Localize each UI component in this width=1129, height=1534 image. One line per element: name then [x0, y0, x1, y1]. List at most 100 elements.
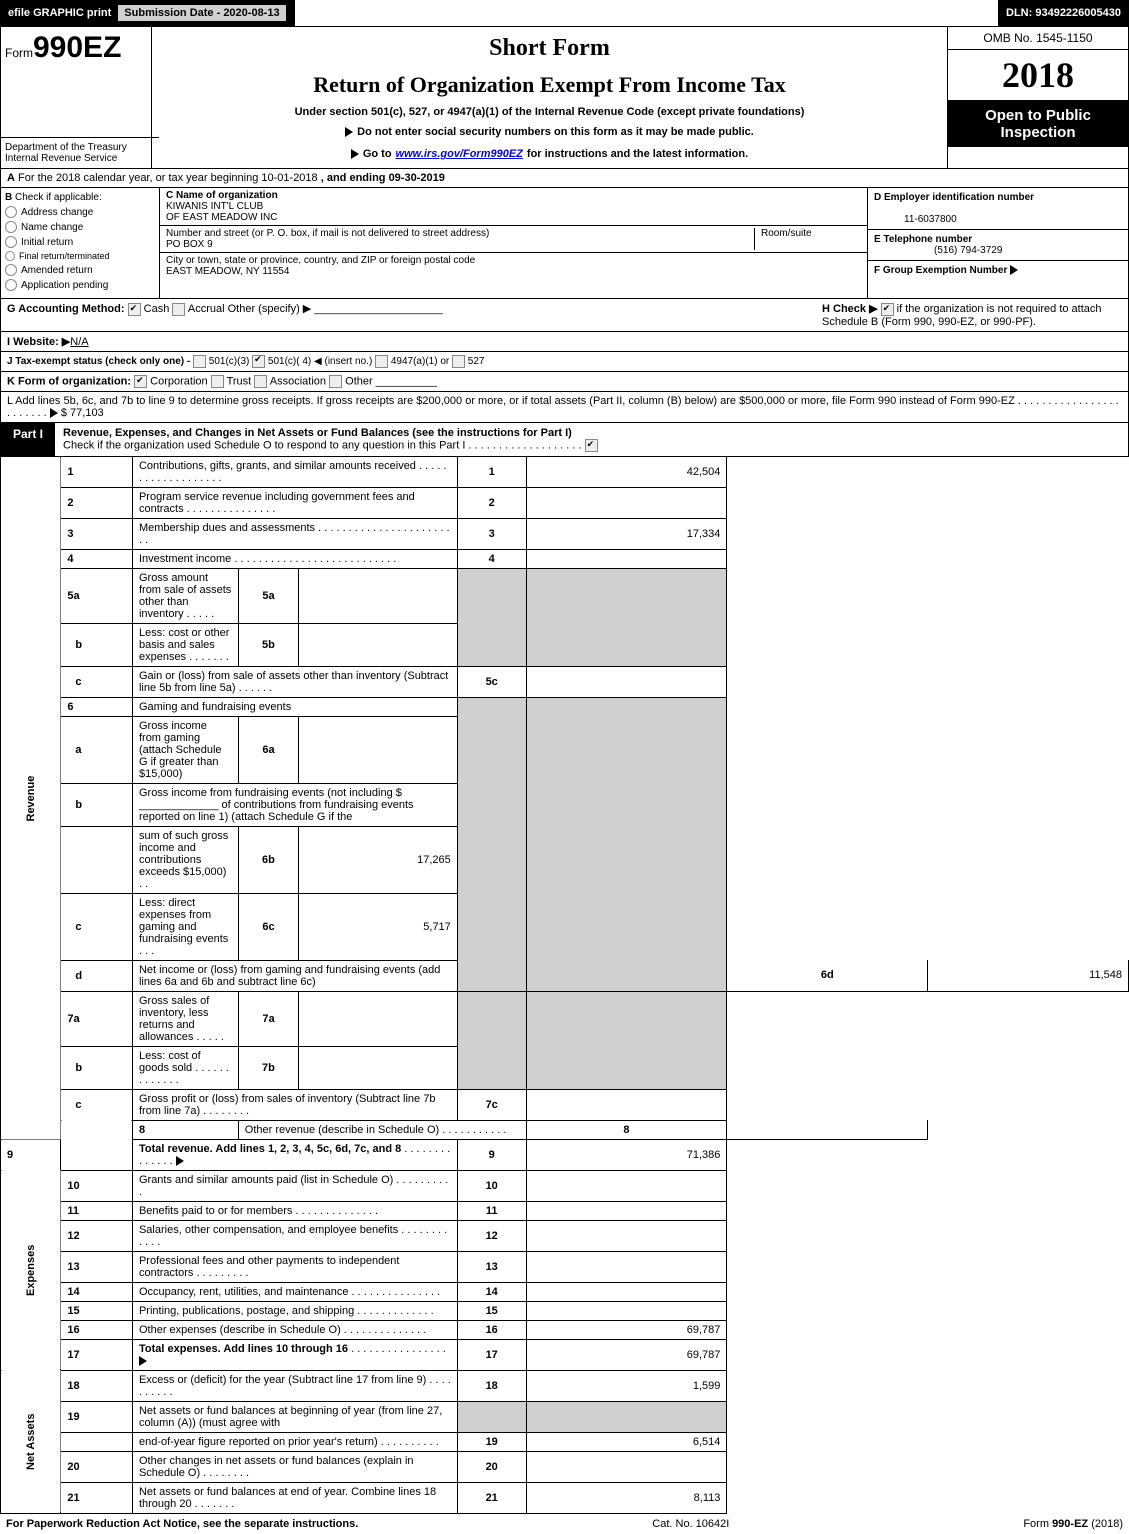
row-12: 12 Salaries, other compensation, and emp…: [1, 1220, 1129, 1251]
top-bar-left: efile GRAPHIC print Submission Date - 20…: [0, 0, 295, 26]
dept-treasury: Department of the Treasury: [5, 142, 155, 153]
footer-mid: Cat. No. 10642I: [652, 1518, 729, 1530]
check-527[interactable]: [452, 355, 465, 368]
triangle-icon: [1010, 265, 1018, 275]
open-public-box: Open to Public Inspection: [948, 101, 1128, 147]
row-17: 17 Total expenses. Add lines 10 through …: [1, 1339, 1129, 1370]
row-4: 4 Investment income . . . . . . . . . . …: [1, 549, 1129, 568]
check-app-pending[interactable]: Application pending: [5, 279, 155, 291]
short-form-title: Short Form: [489, 35, 610, 62]
triangle-icon: [351, 149, 359, 159]
row-15: 15 Printing, publications, postage, and …: [1, 1301, 1129, 1320]
row-9: 9 Total revenue. Add lines 1, 2, 3, 4, 5…: [1, 1139, 1129, 1170]
triangle-icon: [139, 1356, 147, 1366]
check-trust[interactable]: [211, 375, 224, 388]
part-1-label: Part I: [1, 423, 55, 456]
triangle-icon: [345, 127, 353, 137]
row-6: 6 Gaming and fundraising events: [1, 697, 1129, 716]
form-header: Form990EZ Department of the Treasury Int…: [0, 26, 1129, 169]
h-check: H Check ▶ if the organization is not req…: [822, 302, 1122, 328]
check-other[interactable]: [329, 375, 342, 388]
check-accrual[interactable]: [172, 303, 185, 316]
irs-link[interactable]: www.irs.gov/Form990EZ: [396, 148, 523, 160]
side-revenue: Revenue: [1, 457, 61, 1140]
check-initial-return[interactable]: Initial return: [5, 236, 155, 248]
row-19b: end-of-year figure reported on prior yea…: [1, 1432, 1129, 1451]
line-g-h: G Accounting Method: Cash Accrual Other …: [0, 299, 1129, 332]
side-netassets: Net Assets: [1, 1370, 61, 1513]
section-b-f: B Check if applicable: Address change Na…: [0, 188, 1129, 299]
check-sched-o[interactable]: [585, 439, 598, 452]
check-501c4[interactable]: [252, 355, 265, 368]
org-info-col: C Name of organization KIWANIS INT'L CLU…: [160, 188, 867, 298]
top-bar: efile GRAPHIC print Submission Date - 20…: [0, 0, 1129, 26]
omb-number: OMB No. 1545-1150: [948, 27, 1128, 50]
row-21: 21 Net assets or fund balances at end of…: [1, 1482, 1129, 1513]
row-7a: 7a Gross sales of inventory, less return…: [1, 991, 1129, 1046]
row-18: Net Assets 18 Excess or (deficit) for th…: [1, 1370, 1129, 1401]
tax-year: 2018: [948, 50, 1128, 101]
row-11: 11 Benefits paid to or for members . . .…: [1, 1201, 1129, 1220]
row-14: 14 Occupancy, rent, utilities, and maint…: [1, 1282, 1129, 1301]
check-cash[interactable]: [128, 303, 141, 316]
check-501c3[interactable]: [193, 355, 206, 368]
goto-line: Go to www.irs.gov/Form990EZ for instruct…: [351, 148, 748, 160]
part-1-title: Revenue, Expenses, and Changes in Net As…: [55, 423, 606, 456]
row-20: 20 Other changes in net assets or fund b…: [1, 1451, 1129, 1482]
footer-left: For Paperwork Reduction Act Notice, see …: [6, 1518, 358, 1530]
check-name-change[interactable]: Name change: [5, 221, 155, 233]
group-exemption-box: F Group Exemption Number: [868, 261, 1128, 280]
triangle-icon: [50, 408, 58, 418]
check-final-return[interactable]: Final return/terminated: [5, 251, 155, 261]
row-2: 2 Program service revenue including gove…: [1, 487, 1129, 518]
check-4947[interactable]: [375, 355, 388, 368]
dept-irs: Internal Revenue Service: [5, 153, 155, 164]
row-10: Expenses 10 Grants and similar amounts p…: [1, 1170, 1129, 1201]
ein-box: D Employer identification number 11-6037…: [868, 188, 1128, 230]
check-assoc[interactable]: [254, 375, 267, 388]
row-8: 8 Other revenue (describe in Schedule O)…: [1, 1120, 1129, 1139]
row-16: 16 Other expenses (describe in Schedule …: [1, 1320, 1129, 1339]
line-j: J Tax-exempt status (check only one) - 5…: [0, 352, 1129, 372]
line-l: L Add lines 5b, 6c, and 7b to line 9 to …: [0, 392, 1129, 423]
right-header-box: OMB No. 1545-1150 2018 Open to Public In…: [947, 27, 1128, 168]
row-1: Revenue 1 Contributions, gifts, grants, …: [1, 457, 1129, 488]
accounting-method: G Accounting Method: Cash Accrual Other …: [7, 302, 443, 328]
city-box: City or town, state or province, country…: [160, 253, 867, 279]
right-info-col: D Employer identification number 11-6037…: [867, 188, 1128, 298]
row-13: 13 Professional fees and other payments …: [1, 1251, 1129, 1282]
dln-box: DLN: 93492226005430: [998, 0, 1129, 26]
dept-box: Department of the Treasury Internal Reve…: [1, 137, 159, 168]
check-amended-return[interactable]: Amended return: [5, 264, 155, 276]
subtitle: Under section 501(c), 527, or 4947(a)(1)…: [295, 106, 805, 118]
check-h[interactable]: [881, 303, 894, 316]
ssn-warning: Do not enter social security numbers on …: [345, 126, 754, 138]
page-footer: For Paperwork Reduction Act Notice, see …: [0, 1514, 1129, 1534]
check-corp[interactable]: [134, 375, 147, 388]
triangle-icon: [176, 1156, 184, 1166]
efile-label: efile GRAPHIC print: [8, 7, 111, 19]
room-suite: Room/suite: [754, 228, 861, 250]
line-i: I Website: ▶N/A: [0, 332, 1129, 352]
line-k: K Form of organization: Corporation Trus…: [0, 372, 1129, 392]
footer-right: Form 990-EZ (2018): [1023, 1518, 1123, 1530]
title-center: Short Form Return of Organization Exempt…: [152, 27, 947, 168]
form-prefix: Form: [5, 46, 33, 60]
row-7c: c Gross profit or (loss) from sales of i…: [1, 1089, 1129, 1120]
check-applicable-col: B Check if applicable: Address change Na…: [1, 188, 160, 298]
row-19: 19 Net assets or fund balances at beginn…: [1, 1401, 1129, 1432]
main-title: Return of Organization Exempt From Incom…: [313, 72, 786, 98]
form-number-box: Form990EZ: [1, 27, 159, 137]
submission-date-box: Submission Date - 2020-08-13: [117, 4, 286, 22]
part-1-header: Part I Revenue, Expenses, and Changes in…: [0, 423, 1129, 457]
row-5c: c Gain or (loss) from sale of assets oth…: [1, 666, 1129, 697]
line-a-header: A For the 2018 calendar year, or tax yea…: [0, 169, 1129, 188]
phone-box: E Telephone number (516) 794-3729: [868, 230, 1128, 261]
row-5a: 5a Gross amount from sale of assets othe…: [1, 568, 1129, 623]
check-address-change[interactable]: Address change: [5, 206, 155, 218]
org-name-box: C Name of organization KIWANIS INT'L CLU…: [160, 188, 867, 226]
side-expenses: Expenses: [1, 1170, 61, 1370]
form-number: 990EZ: [33, 31, 121, 64]
row-3: 3 Membership dues and assessments . . . …: [1, 518, 1129, 549]
street-box: Number and street (or P. O. box, if mail…: [160, 226, 867, 253]
